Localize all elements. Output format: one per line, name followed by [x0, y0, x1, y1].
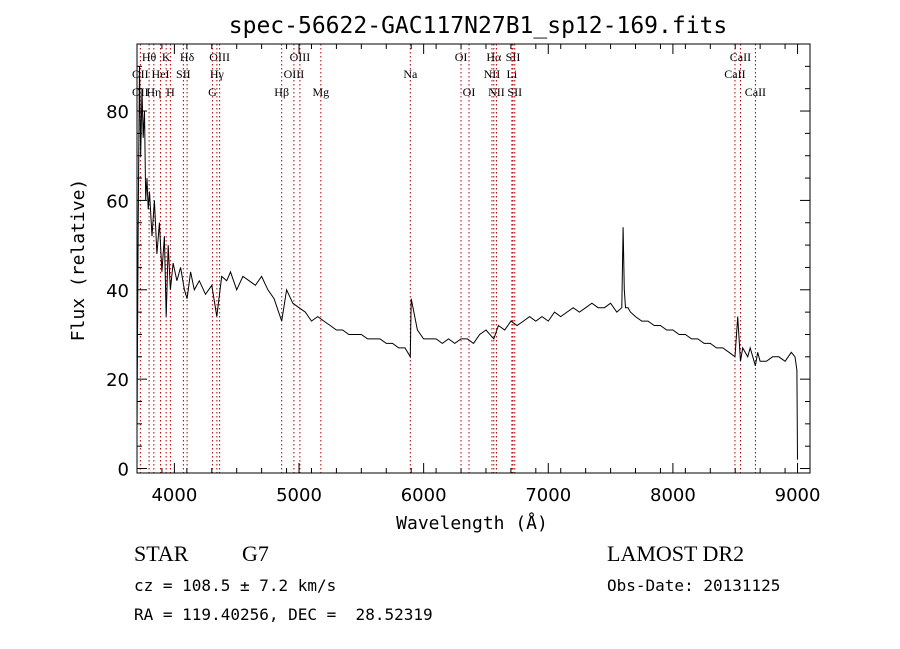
spectral-line-label: Hα — [486, 50, 502, 64]
spectral-line-label: CaII — [730, 50, 751, 64]
spectral-line-label: SII — [507, 85, 522, 99]
spectral-line-label: Hβ — [274, 85, 289, 99]
spectral-line-label: OI — [455, 50, 468, 64]
spectral-line-label: OIII — [290, 50, 311, 64]
spectral-line-label: CaII — [724, 67, 745, 81]
y-tick-label: 0 — [118, 460, 129, 481]
sky-coordinates: RA = 119.40256, DEC = 28.52319 — [134, 605, 433, 624]
spectral-line-label: SII — [176, 67, 191, 81]
spectral-line-label: Na — [403, 67, 418, 81]
object-subclass: G7 — [242, 541, 269, 566]
x-tick-label: 8000 — [650, 485, 696, 506]
chart-title: spec-56622-GAC117N27B1_sp12-169.fits — [229, 13, 728, 39]
spectral-line-label: Li — [507, 67, 518, 81]
spectral-line-label: Hδ — [180, 50, 195, 64]
plot-frame — [136, 43, 811, 474]
spectrum-series-line — [136, 66, 798, 460]
spectral-line-label: OIII — [284, 67, 305, 81]
survey-name: LAMOST DR2 — [607, 541, 744, 566]
y-tick-label: 40 — [106, 281, 129, 302]
spectral-line-label: H — [166, 85, 175, 99]
y-axis-ticks: 0 20 40 60 80 — [106, 65, 810, 481]
spectral-line-label: NII — [484, 67, 501, 81]
spectral-line-label: OIII — [209, 50, 230, 64]
spectral-line-label: Hθ — [142, 50, 157, 64]
spectral-line-label: K — [162, 50, 171, 64]
x-axis-ticks: 4000 5000 6000 7000 8000 9000 — [136, 44, 821, 506]
x-tick-label: 4000 — [151, 485, 197, 506]
spectral-line-label: NII — [488, 85, 505, 99]
spectral-line-label: CaII — [745, 85, 766, 99]
object-class: STAR — [134, 541, 189, 566]
spectral-line-label: SII — [506, 50, 521, 64]
x-tick-label: 9000 — [775, 485, 821, 506]
y-tick-label: 20 — [106, 370, 129, 391]
spectral-line-label: G — [208, 85, 217, 99]
spectral-line-label: OII — [132, 85, 149, 99]
x-axis-label: Wavelength (Å) — [396, 512, 548, 534]
y-axis-label: Flux (relative) — [68, 179, 89, 342]
y-tick-label: 60 — [106, 191, 129, 212]
spectral-line-label: OII — [132, 67, 149, 81]
redshift-velocity: cz = 108.5 ± 7.2 km/s — [134, 576, 336, 595]
x-tick-label: 6000 — [401, 485, 447, 506]
x-tick-label: 5000 — [276, 485, 322, 506]
spectral-line-label: HeI — [152, 67, 170, 81]
observation-date: Obs-Date: 20131125 — [607, 576, 780, 595]
spectral-line-label: Mg — [312, 85, 329, 99]
y-tick-label: 80 — [106, 102, 129, 123]
x-tick-label: 7000 — [525, 485, 571, 506]
spectral-line-label: Hγ — [210, 67, 225, 81]
spectral-line-label: Hη — [146, 85, 161, 99]
spectral-line-label: OI — [463, 85, 476, 99]
